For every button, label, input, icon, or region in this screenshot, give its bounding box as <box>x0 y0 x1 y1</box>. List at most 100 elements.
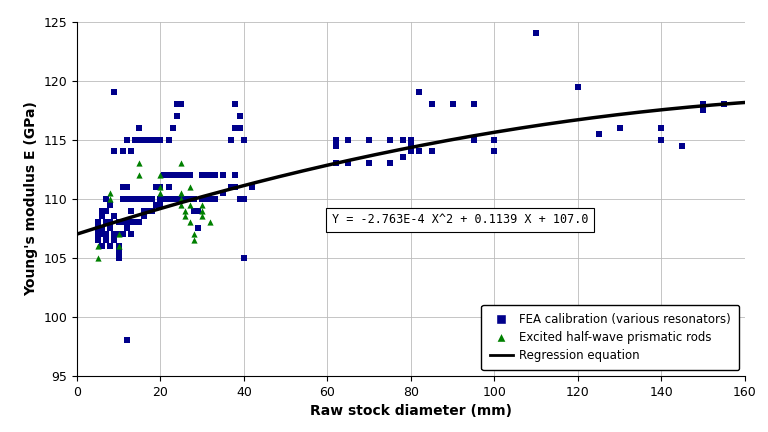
Point <box>121 225 133 232</box>
Point <box>200 195 213 202</box>
Point <box>100 219 112 226</box>
Point <box>137 195 150 202</box>
Point <box>121 337 133 344</box>
Point <box>396 136 409 143</box>
Point <box>167 124 179 131</box>
Point <box>117 148 129 155</box>
Point <box>163 184 175 191</box>
Point <box>154 136 167 143</box>
Point <box>405 142 417 149</box>
Point <box>158 195 170 202</box>
Point <box>329 136 342 143</box>
Point <box>184 172 196 178</box>
Point <box>112 242 124 249</box>
Point <box>697 107 710 114</box>
Point <box>676 142 688 149</box>
Point <box>125 207 137 214</box>
Point <box>154 172 167 178</box>
Point <box>96 242 108 249</box>
Point <box>593 130 605 137</box>
Point <box>175 201 187 208</box>
Point <box>125 219 137 226</box>
Point <box>204 195 217 202</box>
Point <box>121 184 133 191</box>
Point <box>108 231 121 238</box>
Point <box>171 195 184 202</box>
Y-axis label: Young's modulus E (GPa): Young's modulus E (GPa) <box>24 101 38 296</box>
Point <box>697 101 710 108</box>
Point <box>342 136 354 143</box>
Point <box>196 195 208 202</box>
Point <box>117 231 129 238</box>
Point <box>655 124 667 131</box>
Point <box>425 148 438 155</box>
Point <box>488 148 501 155</box>
Point <box>154 195 167 202</box>
Point <box>413 148 425 155</box>
Point <box>571 83 584 90</box>
Point <box>112 254 124 261</box>
Point <box>134 219 146 226</box>
Point <box>204 219 217 226</box>
Point <box>405 136 417 143</box>
Point <box>100 207 112 214</box>
Point <box>171 172 184 178</box>
Point <box>329 160 342 167</box>
Point <box>163 172 175 178</box>
Point <box>217 189 229 196</box>
Point <box>125 148 137 155</box>
Point <box>117 219 129 226</box>
Point <box>179 213 191 220</box>
Point <box>112 242 124 249</box>
Point <box>192 207 204 214</box>
Point <box>134 136 146 143</box>
Point <box>104 195 117 202</box>
Point <box>104 242 117 249</box>
Point <box>104 189 117 196</box>
Point <box>146 195 158 202</box>
Point <box>104 201 117 208</box>
Point <box>179 172 191 178</box>
Point <box>187 231 200 238</box>
Point <box>184 195 196 202</box>
Point <box>233 124 246 131</box>
Point <box>200 172 213 178</box>
Point <box>154 189 167 196</box>
Point <box>175 160 187 167</box>
Point <box>167 172 179 178</box>
Point <box>204 172 217 178</box>
Point <box>150 184 162 191</box>
Point <box>246 184 258 191</box>
Point <box>117 195 129 202</box>
Point <box>329 219 342 226</box>
Point <box>146 207 158 214</box>
Point <box>117 184 129 191</box>
Point <box>91 225 104 232</box>
Point <box>96 231 108 238</box>
Point <box>363 136 376 143</box>
Point <box>175 101 187 108</box>
Point <box>146 136 158 143</box>
Point <box>121 219 133 226</box>
Legend: FEA calibration (various resonators), Excited half-wave prismatic rods, Regressi: FEA calibration (various resonators), Ex… <box>482 305 739 370</box>
Point <box>342 160 354 167</box>
Point <box>187 237 200 244</box>
Point <box>141 195 154 202</box>
Point <box>134 195 146 202</box>
Point <box>196 172 208 178</box>
Point <box>96 207 108 214</box>
Point <box>225 136 237 143</box>
Point <box>121 195 133 202</box>
Point <box>96 225 108 232</box>
Point <box>175 189 187 196</box>
Point <box>125 231 137 238</box>
Point <box>196 207 208 214</box>
Point <box>112 248 124 255</box>
Point <box>446 101 458 108</box>
Point <box>184 219 196 226</box>
Point <box>196 213 208 220</box>
Point <box>91 237 104 244</box>
Point <box>175 195 187 202</box>
Point <box>141 207 154 214</box>
Point <box>125 195 137 202</box>
